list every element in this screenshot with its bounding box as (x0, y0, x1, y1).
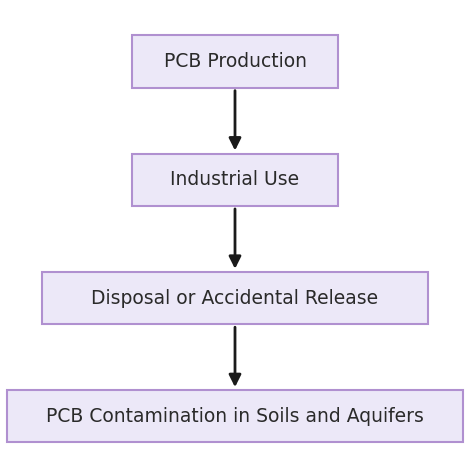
Text: Disposal or Accidental Release: Disposal or Accidental Release (92, 288, 378, 308)
Text: Industrial Use: Industrial Use (171, 170, 299, 189)
FancyBboxPatch shape (132, 35, 338, 87)
Text: PCB Production: PCB Production (164, 52, 306, 71)
FancyBboxPatch shape (7, 390, 463, 442)
FancyBboxPatch shape (42, 272, 428, 324)
FancyBboxPatch shape (132, 154, 338, 206)
Text: PCB Contamination in Soils and Aquifers: PCB Contamination in Soils and Aquifers (46, 407, 424, 426)
